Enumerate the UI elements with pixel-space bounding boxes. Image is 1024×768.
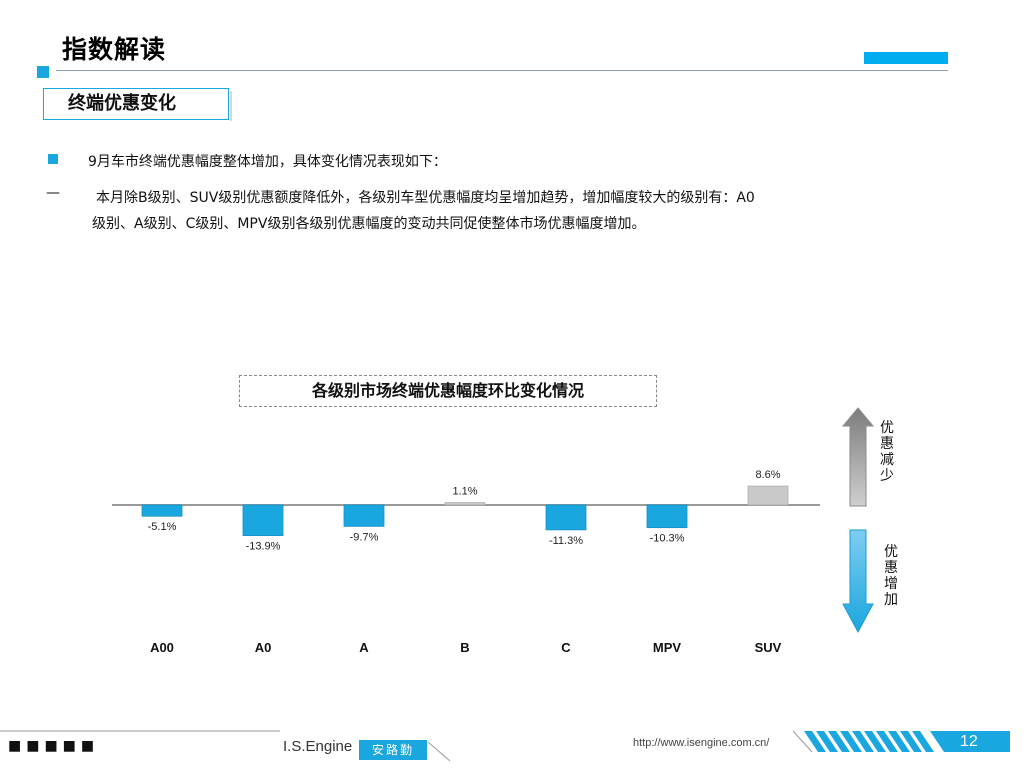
value-label-C: -11.3% <box>549 535 583 547</box>
title-accent-bar <box>864 52 948 64</box>
bar-A <box>343 504 385 527</box>
arrowUpLabel-char: 减 <box>880 452 894 468</box>
category-label-MPV: MPV <box>653 640 682 655</box>
bar-A0 <box>242 504 284 536</box>
arrowDownLabel-char: 加 <box>884 592 898 608</box>
title-divider <box>56 70 948 71</box>
page-number-tab <box>930 731 1010 752</box>
bar-MPV <box>646 504 688 529</box>
arrow-down-icon <box>842 529 874 634</box>
category-label-C: C <box>561 640 571 655</box>
arrowUpLabel-char: 优 <box>880 420 894 436</box>
arrowUpLabel-char: 少 <box>880 468 894 484</box>
category-label-A: A <box>359 640 369 655</box>
bar-group <box>141 485 789 536</box>
value-label-A0: -13.9% <box>246 541 281 553</box>
value-label-MPV: -10.3% <box>650 533 685 545</box>
footer-url[interactable]: http://www.isengine.com.cn/ <box>633 737 770 749</box>
arrow-up-icon <box>841 407 875 507</box>
bullet-square-icon <box>48 154 58 164</box>
page-number: 12 <box>960 733 978 750</box>
page-title: 指数解读 <box>62 35 167 64</box>
category-label-SUV: SUV <box>755 640 782 655</box>
section-heading: 终端优惠变化 <box>43 88 232 121</box>
title-square-marker <box>37 66 49 78</box>
summary-line: 9月车市终端优惠幅度整体增加，具体变化情况表现如下： <box>88 154 447 170</box>
footer-dots: ■■■■■ <box>8 738 100 754</box>
arrowDownLabel-char: 增 <box>884 576 898 592</box>
value-label-group: -5.1% -13.9% -9.7% 1.1% -11.3% -10.3% 8.6% <box>148 469 781 553</box>
bar-SUV <box>747 485 789 506</box>
category-label-group: A00 A0 A B C MPV SUV <box>150 640 782 655</box>
category-label-A0: A0 <box>255 640 272 655</box>
detail-line-1: 本月除B级别、SUV级别优惠额度降低外，各级别车型优惠幅度均呈增加趋势，增加幅度… <box>96 190 755 206</box>
bar-B <box>444 502 486 506</box>
value-label-SUV: 8.6% <box>755 469 780 481</box>
footer-stripes <box>804 731 934 752</box>
brand-logo-cn: 安路勤 <box>359 740 427 760</box>
arrowDownLabel-char: 惠 <box>884 560 898 576</box>
arrowUpLabel-char: 惠 <box>880 436 894 452</box>
bar-A00 <box>141 504 183 517</box>
detail-line-2: 级别、A级别、C级别、MPV级别各级别优惠幅度的变动共同促使整体市场优惠幅度增加… <box>92 216 646 232</box>
dash-bullet-icon: — <box>46 185 60 201</box>
brand-name: I.S.Engine <box>283 738 353 755</box>
chart-title: 各级别市场终端优惠幅度环比变化情况 <box>239 375 657 407</box>
arrowDownLabel-char: 优 <box>884 544 898 560</box>
value-label-B: 1.1% <box>452 486 477 498</box>
detail-paragraph: 本月除B级别、SUV级别优惠额度降低外，各级别车型优惠幅度均呈增加趋势，增加幅度… <box>88 185 958 237</box>
bar-C <box>545 504 587 531</box>
category-label-B: B <box>460 640 469 655</box>
value-label-A: -9.7% <box>350 531 379 543</box>
value-label-A00: -5.1% <box>148 521 177 533</box>
category-label-A00: A00 <box>150 640 174 655</box>
